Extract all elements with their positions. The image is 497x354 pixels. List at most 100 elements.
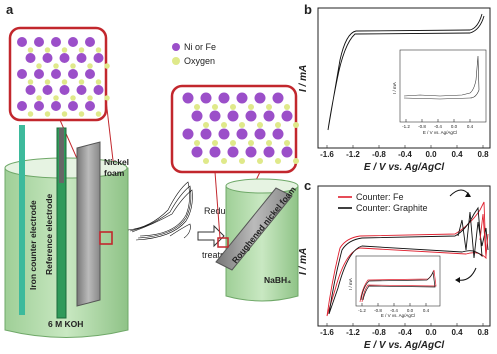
oxygen-atom: [265, 139, 273, 147]
roughened-foam: [215, 187, 293, 271]
metal-atom: [236, 92, 248, 104]
label: Iron counter electrode: [28, 200, 38, 290]
oxygen-atom: [256, 157, 264, 165]
metal-atom: [42, 53, 53, 63]
oxygen-atom: [202, 157, 210, 165]
metal-atom: [34, 101, 44, 111]
oxygen-atom: [265, 103, 273, 111]
oxygen-atom: [27, 111, 34, 117]
annot-arrow: [455, 277, 460, 283]
zoom-box: [217, 237, 229, 248]
x-tick-label: 0.0: [425, 328, 437, 337]
metal-atom: [227, 146, 239, 158]
label: Reference electrode: [44, 193, 54, 275]
annot-arrow: [465, 192, 471, 197]
x-tick-label: -1.2: [346, 150, 360, 159]
oxygen-atom: [211, 103, 219, 111]
legend-marker: [172, 43, 180, 51]
metal-atom: [34, 69, 44, 79]
x-tick-label: -0.4: [398, 328, 412, 337]
x-tick-label: -0.8: [418, 124, 426, 129]
panel-label: c: [304, 178, 311, 193]
inset-y-label: I / mA: [392, 82, 397, 94]
oxygen-atom: [70, 63, 76, 69]
oxygen-atom: [95, 47, 102, 53]
metal-atom: [209, 110, 221, 122]
x-axis-label: E / V vs. Ag/AgCl: [364, 340, 444, 351]
x-tick-label: -1.2: [358, 308, 366, 313]
nickel-foam: [76, 141, 101, 307]
inset-y-label: I / mA: [348, 278, 353, 290]
y-axis-label: I / mA: [298, 248, 309, 275]
oxygen-atom: [211, 139, 219, 147]
label: NaBH₄: [264, 275, 291, 285]
inset-frame: [399, 49, 487, 123]
metal-atom: [254, 128, 266, 140]
panel-label: b: [304, 2, 312, 17]
arrow-text: Reductive: [204, 206, 244, 216]
oxygen-atom: [238, 157, 246, 165]
oxygen-atom: [292, 157, 300, 165]
panel-label: a: [6, 2, 14, 17]
annot-arrow: [457, 267, 477, 281]
oxygen-atom: [283, 139, 291, 147]
oxygen-atom: [36, 63, 42, 69]
oxygen-atom: [70, 95, 76, 101]
metal-atom: [200, 128, 212, 140]
metal-atom: [200, 92, 212, 104]
metal-atom: [76, 53, 87, 63]
legend-text: Counter: Graphite: [356, 203, 428, 213]
metal-atom: [59, 53, 70, 63]
oxygen-atom: [44, 47, 51, 53]
metal-atom: [182, 92, 194, 104]
metal-atom: [245, 110, 257, 122]
x-tick-label: 0.4: [451, 150, 463, 159]
plot-frame: [317, 7, 491, 149]
oxygen-atom: [87, 95, 93, 101]
x-tick-label: 0.0: [425, 150, 437, 159]
metal-atom: [17, 69, 27, 79]
oxygen-atom: [220, 157, 228, 165]
metal-atom: [76, 85, 87, 95]
metal-atom: [218, 92, 230, 104]
oxygen-atom: [87, 63, 93, 69]
oxygen-atom: [95, 79, 102, 85]
oxygen-atom: [44, 79, 51, 85]
legend-text: Oxygen: [184, 56, 215, 66]
cv-sketch: [127, 181, 193, 241]
oxygen-atom: [104, 95, 110, 101]
oxygen-atom: [193, 139, 201, 147]
oxygen-atom: [53, 95, 59, 101]
oxygen-atom: [229, 103, 237, 111]
oxygen-atom: [95, 111, 102, 117]
oxygen-atom: [193, 103, 201, 111]
metal-atom: [281, 110, 293, 122]
cv-curve: [327, 13, 485, 131]
x-tick-label: -0.4: [390, 308, 398, 313]
x-tick-label: -1.2: [346, 328, 360, 337]
x-tick-label: -1.6: [320, 328, 334, 337]
oxygen-atom: [78, 79, 85, 85]
metal-atom: [236, 128, 248, 140]
x-axis-label: E / V vs. Ag/AgCl: [364, 162, 444, 173]
metal-atom: [68, 69, 78, 79]
metal-atom: [34, 37, 44, 47]
metal-atom: [254, 92, 266, 104]
x-tick-label: 0.4: [467, 124, 474, 129]
oxygen-atom: [229, 139, 237, 147]
x-tick-label: 0.0: [407, 308, 414, 313]
oxygen-atom: [44, 111, 51, 117]
x-tick-label: -0.8: [372, 150, 386, 159]
inset-x-label: E / V vs. Ag/AgCl: [423, 130, 457, 135]
x-tick-label: 0.8: [477, 150, 489, 159]
metal-atom: [51, 101, 61, 111]
x-tick-label: 0.0: [451, 124, 458, 129]
x-tick-label: -0.4: [398, 150, 412, 159]
metal-atom: [227, 110, 239, 122]
x-tick-label: -1.6: [320, 150, 334, 159]
inset-curve: [403, 55, 480, 100]
reference-cap: [59, 128, 64, 183]
cv-curves: [326, 201, 489, 317]
oxygen-atom: [104, 63, 110, 69]
